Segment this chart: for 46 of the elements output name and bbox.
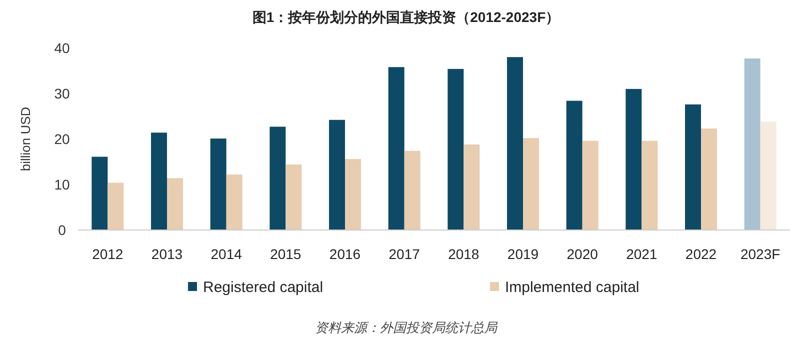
x-tick-label: 2014: [210, 246, 242, 262]
bar: [626, 88, 642, 230]
x-tick-label: 2022: [685, 246, 717, 262]
bar: [566, 100, 582, 230]
bar: [108, 182, 124, 230]
bar: [329, 120, 345, 230]
y-tick-label: 40: [54, 40, 70, 56]
chart-title: 图1：按年份划分的外国直接投资（2012-2023F）: [252, 9, 560, 25]
bar: [701, 128, 717, 230]
bar: [642, 140, 658, 230]
x-tick-label: 2013: [151, 246, 183, 262]
bar: [151, 132, 167, 230]
y-tick-label: 30: [54, 86, 70, 102]
bar: [523, 138, 539, 230]
bar: [226, 174, 242, 230]
y-tick-label: 20: [54, 131, 70, 147]
x-tick-label: 2012: [92, 246, 124, 262]
x-tick-label: 2023F: [740, 246, 780, 262]
bar: [464, 144, 480, 230]
x-tick-label: 2018: [448, 246, 480, 262]
y-tick-label: 0: [58, 222, 66, 238]
bar: [744, 58, 760, 230]
bar: [270, 126, 286, 230]
bar: [582, 140, 598, 230]
x-tick-label: 2017: [388, 246, 420, 262]
bar: [507, 57, 523, 230]
x-tick-label: 2019: [507, 246, 539, 262]
y-axis-title: billion USD: [18, 106, 33, 172]
x-tick-label: 2016: [329, 246, 361, 262]
x-tick-label: 2020: [566, 246, 598, 262]
x-tick-label: 2015: [270, 246, 302, 262]
bar: [760, 122, 776, 230]
bar: [388, 67, 404, 230]
legend-label: Registered capital: [203, 279, 324, 296]
bar: [404, 150, 420, 230]
x-tick-label: 2021: [626, 246, 658, 262]
bar: [448, 68, 464, 230]
text: 资料来源：外国投资局统计总局: [315, 320, 498, 335]
legend-label: Implemented capital: [505, 279, 640, 296]
y-tick-label: 10: [54, 176, 70, 192]
bar: [286, 164, 302, 230]
bar: [210, 138, 226, 230]
bar: [167, 178, 183, 230]
bar: [92, 156, 108, 230]
bar: [345, 159, 361, 230]
bar: [685, 104, 701, 230]
